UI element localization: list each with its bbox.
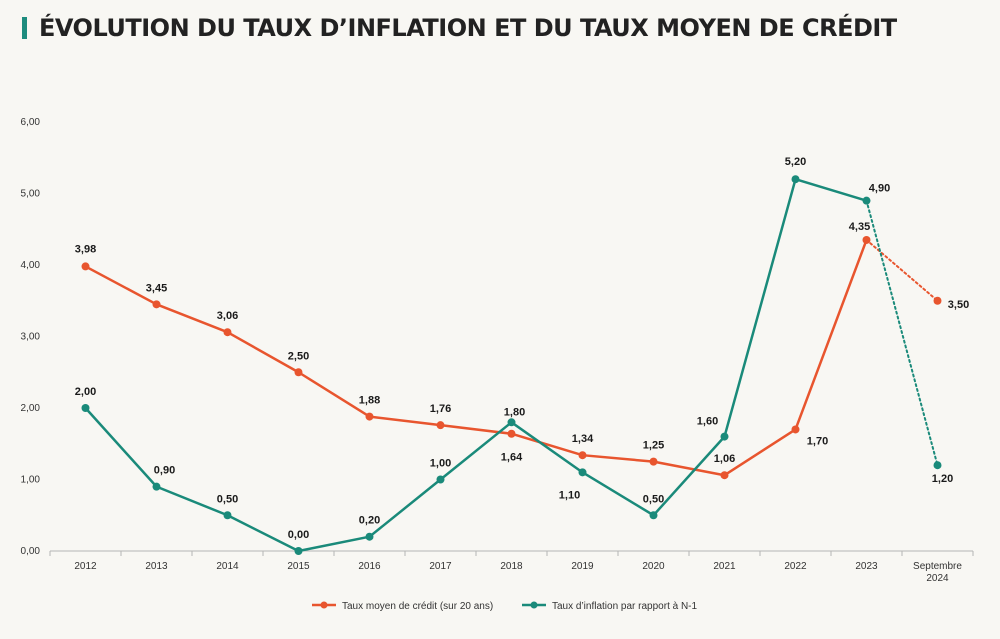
- x-tick-label: 2016: [358, 561, 381, 572]
- x-tick-label: 2018: [500, 561, 523, 572]
- data-point: [365, 532, 374, 541]
- data-point: [436, 421, 445, 430]
- data-label: 1,88: [359, 395, 380, 407]
- data-label: 3,45: [146, 282, 167, 294]
- data-label: 5,20: [785, 156, 806, 168]
- data-point: [294, 547, 303, 555]
- x-tick-label: 2023: [855, 561, 878, 572]
- y-tick-label: 4,00: [21, 260, 41, 271]
- data-label: 1,34: [572, 433, 594, 445]
- x-tick-label: Septembre: [913, 561, 962, 572]
- x-tick-label: 2012: [74, 561, 97, 572]
- title-bar: ÉVOLUTION DU TAUX D’INFLATION ET DU TAUX…: [22, 14, 897, 42]
- y-tick-label: 3,00: [21, 332, 41, 343]
- data-label: 1,76: [430, 403, 451, 415]
- data-label: 4,90: [869, 183, 890, 195]
- data-point: [649, 457, 658, 466]
- legend-marker-1: [530, 601, 538, 609]
- x-tick-label: 2024: [926, 573, 949, 584]
- legend-marker-0: [320, 601, 328, 609]
- series-line-1: [84, 177, 867, 553]
- data-point: [152, 300, 161, 309]
- title-accent-bar: [22, 17, 27, 39]
- data-point: [294, 368, 303, 377]
- data-label: 0,50: [217, 493, 238, 505]
- data-label: 3,06: [217, 310, 238, 322]
- data-label: 1,64: [501, 452, 523, 464]
- x-tick-label: 2015: [287, 561, 310, 572]
- y-tick-label: 0,00: [21, 546, 41, 557]
- legend-label-1: Taux d’inflation par rapport à N-1: [552, 601, 698, 612]
- series-line-0: [84, 239, 868, 477]
- x-tick-label: 2021: [713, 561, 736, 572]
- x-tick-label: 2022: [784, 561, 807, 572]
- data-label: 3,50: [948, 299, 969, 311]
- data-label: 1,10: [559, 489, 580, 501]
- data-label: 3,98: [75, 243, 96, 255]
- data-point: [720, 471, 729, 480]
- data-point: [152, 482, 161, 491]
- data-point: [578, 468, 587, 477]
- data-point: [791, 425, 800, 434]
- x-tick-label: 2020: [642, 561, 665, 572]
- data-point: [933, 296, 942, 305]
- data-point: [720, 432, 729, 441]
- y-tick-label: 6,00: [21, 117, 41, 128]
- data-point: [862, 235, 871, 244]
- data-label: 0,50: [643, 493, 664, 505]
- data-point: [578, 451, 587, 460]
- series-dotted-segment-0: [865, 238, 939, 302]
- data-label: 2,00: [75, 386, 96, 398]
- data-point: [507, 418, 516, 427]
- series-dotted-segment-1: [865, 199, 939, 467]
- data-label: 1,80: [504, 406, 525, 418]
- data-label: 2,50: [288, 350, 309, 362]
- data-label: 1,70: [807, 435, 828, 447]
- data-label: 1,06: [714, 453, 735, 465]
- data-label: 1,00: [430, 458, 451, 470]
- data-label: 1,25: [643, 440, 664, 452]
- x-tick-label: 2013: [145, 561, 168, 572]
- data-label: 0,00: [288, 529, 309, 541]
- y-tick-label: 5,00: [21, 189, 41, 200]
- data-label: 1,60: [697, 416, 718, 428]
- data-point: [81, 262, 90, 271]
- data-point: [507, 429, 516, 438]
- y-tick-label: 1,00: [21, 475, 41, 486]
- data-label: 4,35: [849, 221, 870, 233]
- x-tick-label: 2019: [571, 561, 594, 572]
- legend-label-0: Taux moyen de crédit (sur 20 ans): [342, 601, 493, 612]
- data-point: [791, 175, 800, 184]
- data-label: 0,90: [154, 465, 175, 477]
- data-label: 0,20: [359, 515, 380, 527]
- x-tick-label: 2014: [216, 561, 239, 572]
- data-point: [223, 328, 232, 337]
- x-tick-label: 2017: [429, 561, 452, 572]
- data-point: [436, 475, 445, 484]
- data-point: [933, 461, 942, 470]
- data-point: [649, 511, 658, 520]
- data-point: [81, 404, 90, 412]
- data-point: [223, 511, 232, 520]
- data-label: 1,20: [932, 473, 953, 485]
- data-point: [862, 196, 871, 205]
- data-point: [365, 412, 374, 421]
- y-tick-label: 2,00: [21, 403, 41, 414]
- chart-title: ÉVOLUTION DU TAUX D’INFLATION ET DU TAUX…: [39, 14, 897, 42]
